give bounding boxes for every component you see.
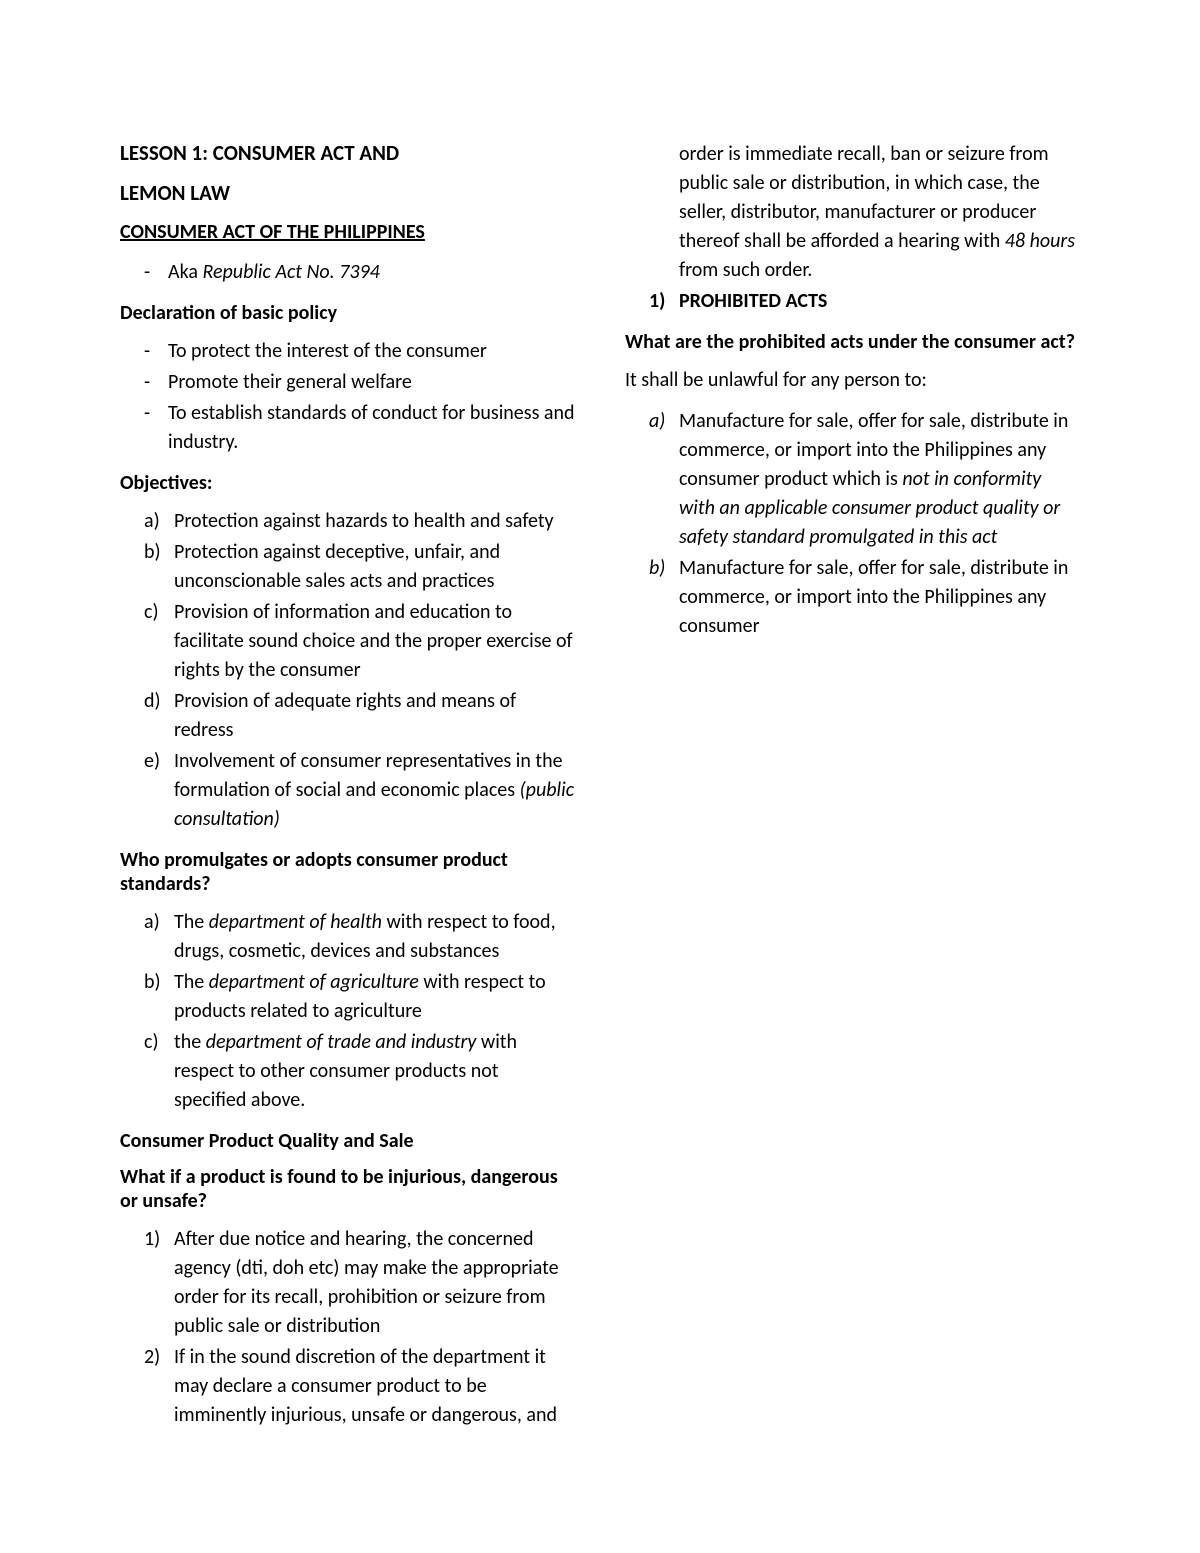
objective-item: d)Provision of adequate rights and means… bbox=[174, 687, 575, 745]
who-item: c)the department of trade and industry w… bbox=[174, 1028, 575, 1115]
prohibited-intro: It shall be unlawful for any person to: bbox=[625, 366, 1080, 395]
aka-item: Aka Republic Act No. 7394 bbox=[168, 258, 575, 287]
declaration-item: To protect the interest of the consumer bbox=[168, 337, 575, 366]
who-list: a)The department of health with respect … bbox=[120, 908, 575, 1115]
aka-list: Aka Republic Act No. 7394 bbox=[120, 258, 575, 287]
objectives-list: a)Protection against hazards to health a… bbox=[120, 507, 575, 834]
lesson-title-line1: LESSON 1: CONSUMER ACT AND bbox=[120, 140, 575, 166]
who-item: b)The department of agriculture with res… bbox=[174, 968, 575, 1026]
whatif-item: 1)After due notice and hearing, the conc… bbox=[174, 1225, 575, 1341]
whatif-heading: What if a product is found to be injurio… bbox=[120, 1165, 575, 1213]
objectives-heading: Objectives: bbox=[120, 471, 575, 495]
section-consumer-act-heading: CONSUMER ACT OF THE PHILIPPINES bbox=[120, 220, 575, 244]
prohibited-list: a)Manufacture for sale, offer for sale, … bbox=[625, 407, 1080, 641]
lesson-title-line2: LEMON LAW bbox=[120, 180, 575, 206]
objective-item: c)Provision of information and education… bbox=[174, 598, 575, 685]
prohibited-heading: What are the prohibited acts under the c… bbox=[625, 330, 1080, 354]
declaration-item: To establish standards of conduct for bu… bbox=[168, 399, 575, 457]
prohibited-item: a)Manufacture for sale, offer for sale, … bbox=[679, 407, 1080, 552]
prohibited-item: b)Manufacture for sale, offer for sale, … bbox=[679, 554, 1080, 641]
cpqs-heading: Consumer Product Quality and Sale bbox=[120, 1129, 575, 1153]
who-promulgates-heading: Who promulgates or adopts consumer produ… bbox=[120, 848, 575, 896]
declaration-list: To protect the interest of the consumer … bbox=[120, 337, 575, 457]
document-body: LESSON 1: CONSUMER ACT AND LEMON LAW CON… bbox=[120, 140, 1080, 1430]
objective-item: e)Involvement of consumer representative… bbox=[174, 747, 575, 834]
declaration-item: Promote their general welfare bbox=[168, 368, 575, 397]
objective-item: a)Protection against hazards to health a… bbox=[174, 507, 575, 536]
prohibited-acts-item: 1)PROHIBITED ACTS bbox=[679, 287, 1080, 316]
objective-item: b)Protection against deceptive, unfair, … bbox=[174, 538, 575, 596]
declaration-heading: Declaration of basic policy bbox=[120, 301, 575, 325]
who-item: a)The department of health with respect … bbox=[174, 908, 575, 966]
